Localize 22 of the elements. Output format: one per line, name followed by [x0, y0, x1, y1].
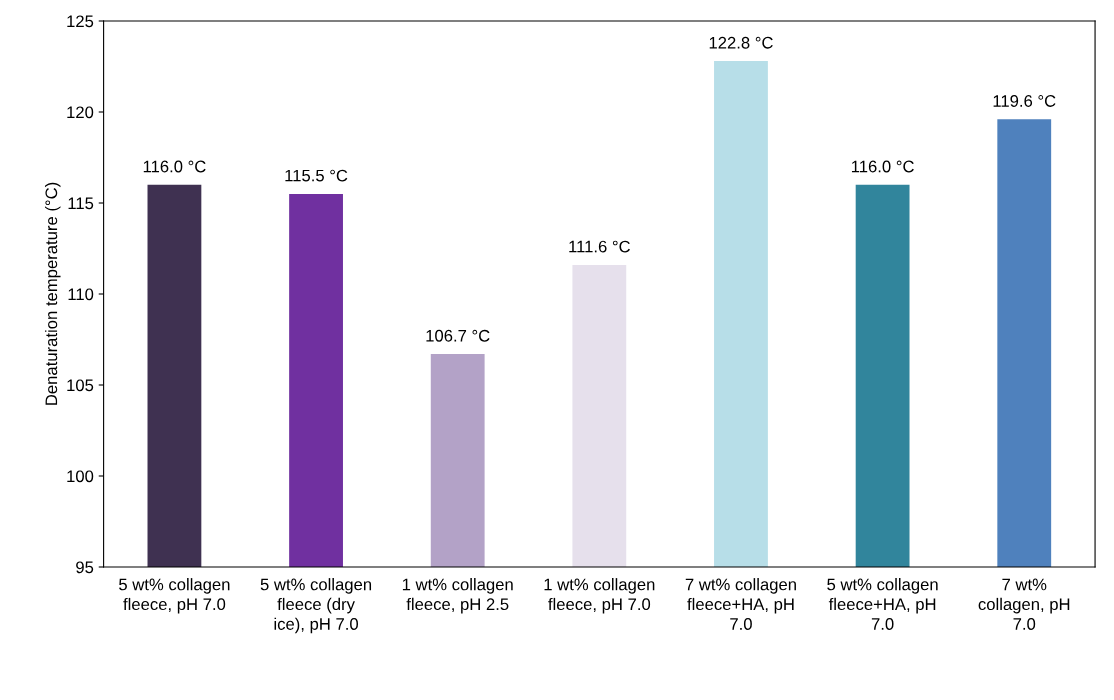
- x-tick-label: 5 wt% collagen fleece+HA, pH 7.0: [827, 578, 938, 630]
- data-label: 106.7 °C: [426, 329, 490, 342]
- y-tick-label: 120: [67, 106, 94, 119]
- y-tick-label: 115: [68, 197, 94, 210]
- data-label: 115.5 °C: [285, 169, 348, 182]
- data-label: 122.8 °C: [709, 36, 773, 49]
- y-tick-label: 125: [67, 15, 94, 28]
- y-tick-label: 105: [67, 379, 94, 392]
- x-tick-label: 7 wt% collagen fleece+HA, pH 7.0: [685, 578, 796, 630]
- y-tick-label: 110: [68, 288, 94, 301]
- data-label: 116.0 °C: [851, 160, 914, 173]
- x-tick-label: 1 wt% collagen fleece, pH 7.0: [544, 578, 655, 614]
- y-tick-label: 95: [76, 561, 94, 574]
- y-tick-label: 100: [67, 470, 94, 483]
- data-label: 119.6 °C: [993, 95, 1056, 107]
- x-tick-label: 5 wt% collagen fleece, pH 7.0: [119, 578, 230, 614]
- data-label: 116.0 °C: [143, 160, 206, 173]
- x-tick-label: 7 wt% collagen, pH 7.0: [978, 578, 1070, 630]
- y-axis-title: Denaturation temperature (°C): [44, 182, 61, 405]
- data-label: 111.6 °C: [569, 240, 630, 253]
- x-tick-label: 1 wt% collagen fleece, pH 2.5: [402, 578, 513, 614]
- x-tick-label: 5 wt% collagen fleece (dry ice), pH 7.0: [260, 578, 372, 634]
